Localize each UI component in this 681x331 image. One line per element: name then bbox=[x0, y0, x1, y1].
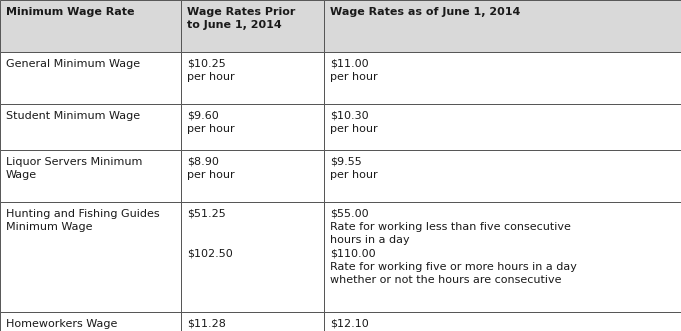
Bar bbox=[181, 52, 324, 104]
Bar bbox=[324, 150, 681, 202]
Text: Wage Rates Prior
to June 1, 2014: Wage Rates Prior to June 1, 2014 bbox=[187, 7, 296, 30]
Text: Minimum Wage Rate: Minimum Wage Rate bbox=[6, 7, 135, 17]
Text: $10.25
per hour: $10.25 per hour bbox=[187, 59, 235, 82]
Text: $11.28
per hour: $11.28 per hour bbox=[187, 319, 235, 331]
Bar bbox=[181, 104, 324, 150]
Text: Homeworkers Wage: Homeworkers Wage bbox=[6, 319, 117, 329]
Text: $8.90
per hour: $8.90 per hour bbox=[187, 157, 235, 180]
Bar bbox=[0, 202, 181, 312]
Bar bbox=[181, 150, 324, 202]
Bar bbox=[324, 52, 681, 104]
Bar bbox=[181, 202, 324, 312]
Bar bbox=[324, 0, 681, 52]
Bar bbox=[324, 104, 681, 150]
Text: $12.10
per hour: $12.10 per hour bbox=[330, 319, 378, 331]
Bar bbox=[181, 312, 324, 331]
Text: $9.60
per hour: $9.60 per hour bbox=[187, 111, 235, 134]
Text: $11.00
per hour: $11.00 per hour bbox=[330, 59, 378, 82]
Text: General Minimum Wage: General Minimum Wage bbox=[6, 59, 140, 69]
Bar bbox=[0, 104, 181, 150]
Text: $9.55
per hour: $9.55 per hour bbox=[330, 157, 378, 180]
Text: $55.00
Rate for working less than five consecutive
hours in a day
$110.00
Rate f: $55.00 Rate for working less than five c… bbox=[330, 209, 577, 285]
Text: Wage Rates as of June 1, 2014: Wage Rates as of June 1, 2014 bbox=[330, 7, 520, 17]
Text: $51.25


$102.50: $51.25 $102.50 bbox=[187, 209, 233, 259]
Text: Hunting and Fishing Guides
Minimum Wage: Hunting and Fishing Guides Minimum Wage bbox=[6, 209, 159, 232]
Bar bbox=[324, 202, 681, 312]
Text: $10.30
per hour: $10.30 per hour bbox=[330, 111, 378, 134]
Bar bbox=[0, 52, 181, 104]
Bar bbox=[0, 0, 181, 52]
Text: Liquor Servers Minimum
Wage: Liquor Servers Minimum Wage bbox=[6, 157, 142, 180]
Bar bbox=[0, 312, 181, 331]
Bar bbox=[324, 312, 681, 331]
Text: Student Minimum Wage: Student Minimum Wage bbox=[6, 111, 140, 121]
Bar bbox=[0, 150, 181, 202]
Bar bbox=[181, 0, 324, 52]
